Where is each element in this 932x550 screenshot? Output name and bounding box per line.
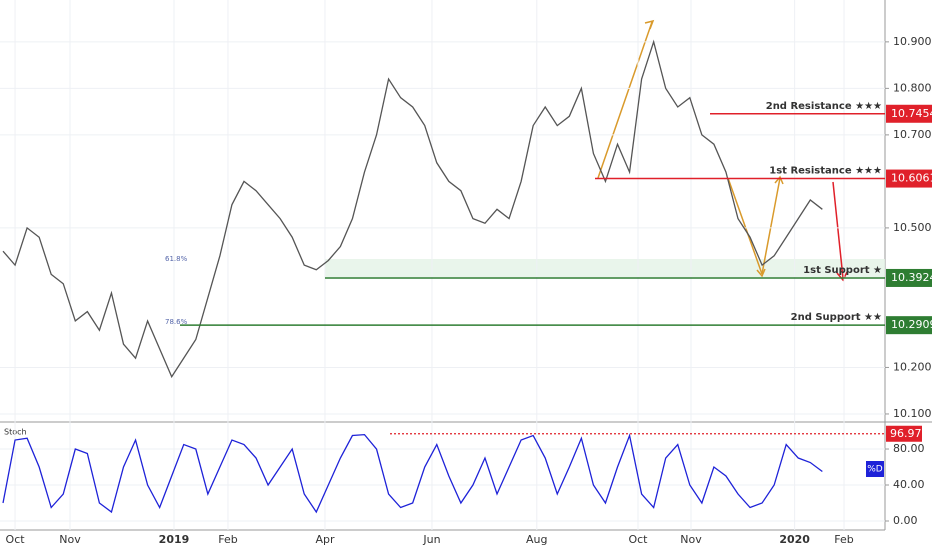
series-line [2,433,823,514]
price-tag-label: 10.7454 [891,107,932,120]
arrows [597,19,784,278]
price-tag [886,268,932,287]
price-tag [886,316,932,335]
legend-label: %D [867,465,883,475]
x-tick-label: Feb [834,533,853,546]
level-label: 1st Resistance ★★★ [769,166,882,177]
fib-label: 61.8% [165,255,188,263]
level-label: 1st Support ★ [803,265,882,276]
y-tick-label: 10.2000 [893,360,932,373]
fib-label: 78.6% [165,318,188,326]
price-tag [886,169,932,188]
support-zone [325,259,885,277]
x-tick-label: Aug [526,533,547,546]
x-tick-label: Oct [628,533,648,546]
price-tag-label: 10.6061 [891,172,932,185]
y-tick-label: 0.00 [893,514,918,527]
x-tick-label: Feb [218,533,237,546]
projection-arrow [832,181,848,282]
legend-box [866,461,884,477]
y-tick-label: 10.1000 [893,407,932,420]
price-tag [886,104,932,123]
value-tag [886,425,922,442]
x-tick-label: Nov [59,533,81,546]
x-tick-label: Jun [422,533,440,546]
y-tick-label: 40.00 [893,478,925,491]
price-tag-label: 10.3924 [891,271,932,284]
x-tick-label: Apr [315,533,335,546]
x-tick-label: Oct [6,533,26,546]
y-tick-label: 10.8000 [893,81,932,94]
y-tick-label: 10.5000 [893,221,932,234]
series-line [2,39,823,379]
x-tick-label: Nov [680,533,702,546]
price-tag-label: 10.2909 [891,318,932,331]
y-tick-label: 10.7000 [893,128,932,141]
level-label: 2nd Support ★★ [791,312,882,323]
x-tick-label: 2020 [779,533,810,546]
y-tick-label: 80.00 [893,442,925,455]
level-label: 2nd Resistance ★★★ [766,101,882,112]
x-tick-label: 2019 [159,533,190,546]
value-tag-label: 96.97 [890,427,922,440]
